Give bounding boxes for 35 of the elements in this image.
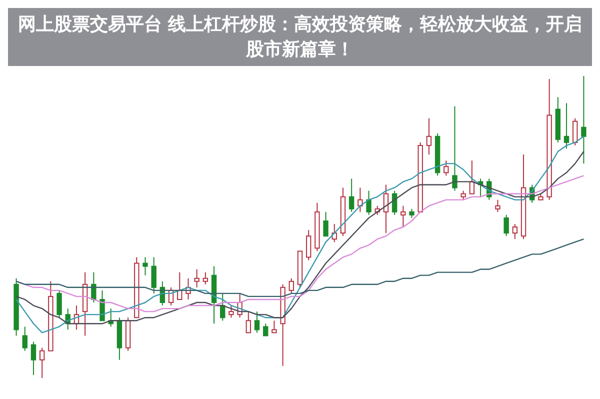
candlestick — [495, 199, 500, 212]
candlestick — [30, 341, 36, 376]
candlestick — [444, 160, 449, 176]
candlestick — [426, 118, 432, 156]
candlestick — [400, 205, 406, 228]
candlestick — [572, 118, 578, 146]
candlestick — [504, 214, 509, 237]
candlestick — [460, 190, 466, 200]
candlestick — [254, 311, 260, 334]
candlestick — [358, 187, 363, 212]
candlestick — [564, 102, 570, 149]
candlestick — [306, 230, 312, 261]
chart-title: 网上股票交易平台 线上杠杆炒股：高效投资策略，轻松放大收益，开启股市新篇章！ — [8, 8, 592, 66]
candlestick — [452, 106, 458, 192]
candlestick — [366, 190, 372, 216]
candlestick — [39, 347, 45, 378]
candlestick — [100, 290, 105, 322]
candlestick — [202, 272, 208, 285]
candlestick — [323, 211, 328, 237]
candlestick — [581, 76, 586, 164]
candlestick — [409, 208, 414, 218]
candlestick — [263, 323, 268, 336]
candlestick — [469, 160, 475, 194]
candlestick — [246, 311, 252, 334]
candlestick — [288, 278, 294, 294]
candlestick — [228, 305, 234, 318]
candlestick — [272, 320, 277, 334]
candlestick — [91, 272, 96, 303]
candlestick — [194, 268, 200, 288]
candlestick — [142, 256, 148, 276]
candlestick — [348, 178, 354, 212]
candlestick — [22, 326, 28, 352]
candlestick — [56, 290, 62, 318]
candlestick — [151, 256, 156, 294]
candlestick — [512, 223, 518, 240]
